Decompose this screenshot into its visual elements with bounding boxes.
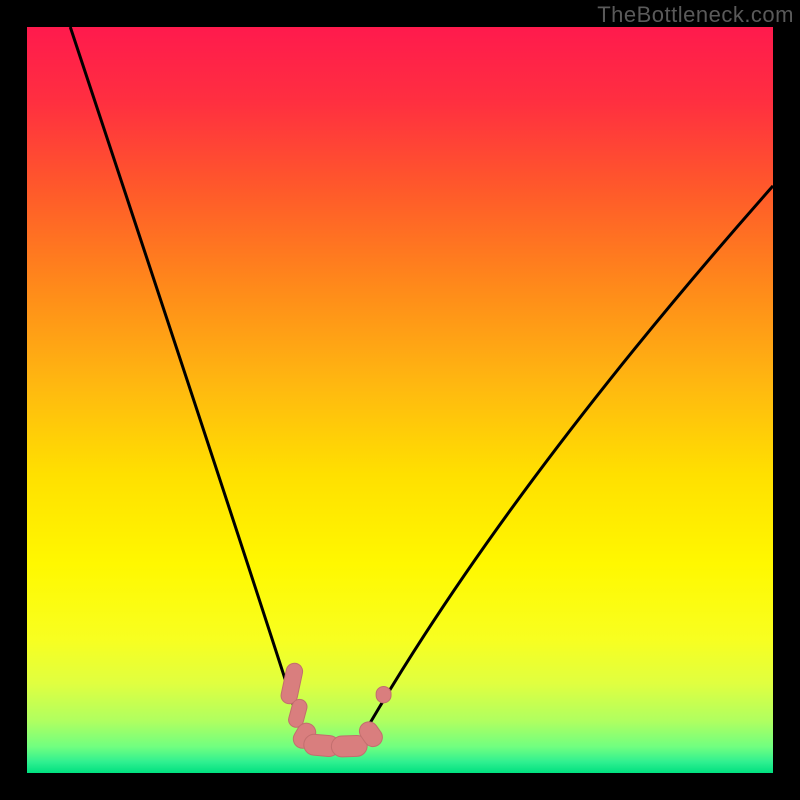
plot-area [27, 27, 773, 773]
left-curve [70, 27, 303, 736]
valley-marker [280, 662, 305, 706]
right-curve [363, 186, 773, 736]
valley-marker [376, 686, 391, 702]
watermark-text: TheBottleneck.com [591, 0, 800, 30]
chart-curves [27, 27, 773, 773]
